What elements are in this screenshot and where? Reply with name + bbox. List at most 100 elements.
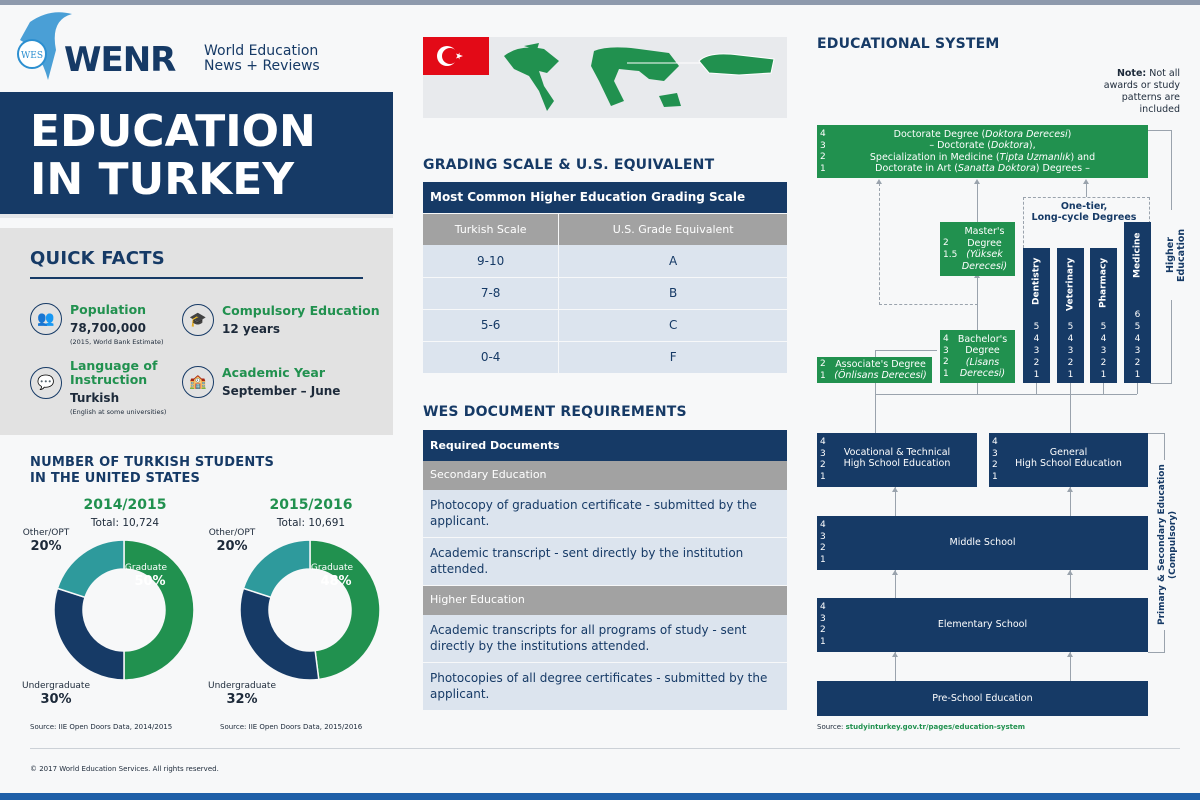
title-block: EDUCATION IN TURKEY [0, 92, 393, 218]
fact-population: 👥 Population 78,700,000 (2015, World Bank … [30, 303, 190, 346]
fact-value: 78,700,000 [70, 321, 146, 335]
long-cycle-column-pharmacy: Pharmacy 5 4 3 2 1 [1090, 248, 1117, 383]
cell: A [558, 245, 787, 278]
note-label: Note: [1116, 68, 1147, 79]
doctorate-box: 4 3 2 1 Doctorate Degree (Doktora Derece… [817, 125, 1148, 178]
donut-slice-graduate [123, 539, 195, 681]
copyright: © 2017 World Education Services. All rig… [30, 765, 219, 773]
chart-total: Total: 10,724 [90, 517, 160, 529]
svg-text:WES: WES [21, 51, 43, 61]
fact-label: Academic Year [222, 365, 325, 380]
years: 6 5 4 3 2 1 [1134, 310, 1141, 380]
tagline-line-1: World Education [204, 43, 319, 59]
page-title-line-1: EDUCATION [30, 106, 316, 157]
slice-label: Graduate [125, 563, 168, 573]
page-title-line-2: IN TURKEY [30, 154, 295, 205]
slice-label: Other/OPT [209, 528, 256, 538]
chart-source: Source: IIE Open Doors Data, 2015/2016 [220, 723, 363, 731]
logo-mark-icon: WES [17, 12, 72, 81]
chart-title: 2015/2016 [269, 497, 353, 513]
fact-compulsory: 🎓 Compulsory Education 12 years [182, 304, 380, 336]
years: 2 1.5 [943, 238, 958, 260]
long-cycle-column-dentistry: Dentistry 5 4 3 2 1 [1023, 248, 1050, 383]
donut-slice-other-opt [56, 539, 125, 599]
grading-heading: GRADING SCALE & U.S. EQUIVALENT [423, 157, 715, 173]
donut-slice-graduate [309, 539, 381, 681]
compulsory-label: Primary & Secondary Education (Compulsor… [1157, 460, 1179, 630]
slice-value: 20% [30, 539, 61, 554]
tagline: World Education News + Reviews [204, 44, 320, 74]
column-header: Turkish Scale [423, 213, 559, 245]
cell: 9-10 [423, 245, 559, 278]
donut-slice-undergraduate [53, 587, 125, 681]
map-panel [423, 37, 787, 118]
table-row: 7-8 B [423, 277, 787, 310]
fact-value: 12 years [222, 322, 280, 336]
cell: 5-6 [423, 309, 559, 342]
associates-box: 2 1 Associate's Degree (Önlisans Derecesi… [817, 357, 932, 383]
slice-value: 50% [134, 574, 165, 589]
long-cycle-column-medicine: Medicine 6 5 4 3 2 1 [1124, 222, 1151, 383]
world-map-icon [504, 43, 775, 111]
section-higher: Higher Education [423, 586, 787, 615]
slice-label: Graduate [311, 563, 354, 573]
years: 4 3 2 1 [943, 334, 949, 379]
slice-value: 20% [216, 539, 247, 554]
slice-label: Undergraduate [208, 681, 276, 691]
system-source: Source: studyinturkey.gov.tr/pages/educa… [817, 723, 1026, 731]
divider [30, 277, 363, 279]
wenr-logo[interactable]: WES WENR World Education News + Reviews [10, 10, 340, 85]
documents-heading: WES DOCUMENT REQUIREMENTS [423, 404, 687, 420]
fact-language: 💬 Language of Instruction Turkish (English… [30, 359, 190, 416]
source-link[interactable]: studyinturkey.gov.tr/pages/education-sys… [845, 723, 1026, 731]
middle-school-box: 4 3 2 1 Middle School [817, 516, 1148, 570]
higher-education-label: Higher Education [1165, 210, 1187, 300]
turkey-flag-icon [423, 37, 489, 75]
bachelors-box: 4 3 2 1 Bachelor's Degree (Lisans Derecesi) [940, 330, 1015, 383]
school-building-icon: 🏫 [182, 366, 214, 398]
preschool-box: Pre-School Education [817, 681, 1148, 716]
column-label: Medicine [1132, 232, 1143, 278]
system-heading: EDUCATIONAL SYSTEM [817, 36, 1000, 52]
table-row: 5-6 C [423, 309, 787, 342]
system-note: Note: Not all awards or study patterns a… [1090, 68, 1180, 116]
document-item: Photocopy of graduation certificate - su… [423, 490, 787, 538]
one-tier-label: One-tier, Long-cycle Degrees [1026, 201, 1142, 223]
students-heading: NUMBER OF TURKISH STUDENTS IN THE UNITED… [30, 455, 274, 487]
documents-table-title: Required Documents [423, 430, 787, 461]
vocational-high-school-box: 4 3 2 1 Vocational & Technical High Schoo… [817, 433, 977, 487]
fact-value: Turkish [70, 391, 120, 405]
grading-table-title: Most Common Higher Education Grading Sca… [423, 182, 787, 214]
students-heading-line-2: IN THE UNITED STATES [30, 471, 201, 486]
column-header: U.S. Grade Equivalent [558, 213, 787, 245]
column-label: Dentistry [1031, 258, 1042, 306]
tagline-line-2: News + Reviews [204, 58, 320, 74]
fact-note: (2015, World Bank Estimate) [70, 338, 164, 346]
documents-table: Required Documents Secondary Education P… [423, 430, 787, 711]
footer-divider [30, 748, 1180, 749]
fact-label: Language of Instruction [70, 358, 158, 387]
cell: C [558, 309, 787, 342]
elementary-school-box: 4 3 2 1 Elementary School [817, 598, 1148, 652]
years: 5 4 3 2 1 [1033, 322, 1040, 380]
years: 2 1 [820, 359, 826, 381]
slice-value: 48% [320, 574, 351, 589]
quick-facts-heading: QUICK FACTS [30, 248, 165, 269]
cell: 0-4 [423, 341, 559, 374]
donut-chart-2015: 2015/2016 Total: 10,691 Graduate 48% Under… [206, 495, 416, 735]
column-label: Pharmacy [1098, 258, 1109, 309]
slice-value: 30% [40, 692, 71, 707]
slice-label: Other/OPT [23, 528, 70, 538]
table-row: 9-10 A [423, 245, 787, 278]
masters-box: 2 1.5 Master's Degree (Yüksek Derecesi) [940, 222, 1015, 276]
cell: F [558, 341, 787, 374]
years: 4 3 2 1 [820, 129, 826, 174]
fact-label: Compulsory Education [222, 303, 380, 318]
cell: 7-8 [423, 277, 559, 310]
quick-facts-panel: QUICK FACTS 👥 Population 78,700,000 (2015,… [0, 228, 393, 435]
donut-slice-undergraduate [239, 587, 320, 681]
students-heading-line-1: NUMBER OF TURKISH STUDENTS [30, 455, 275, 470]
graduation-cap-icon: 🎓 [182, 304, 214, 336]
slice-label: Undergraduate [22, 681, 90, 691]
top-bar [0, 0, 1200, 5]
